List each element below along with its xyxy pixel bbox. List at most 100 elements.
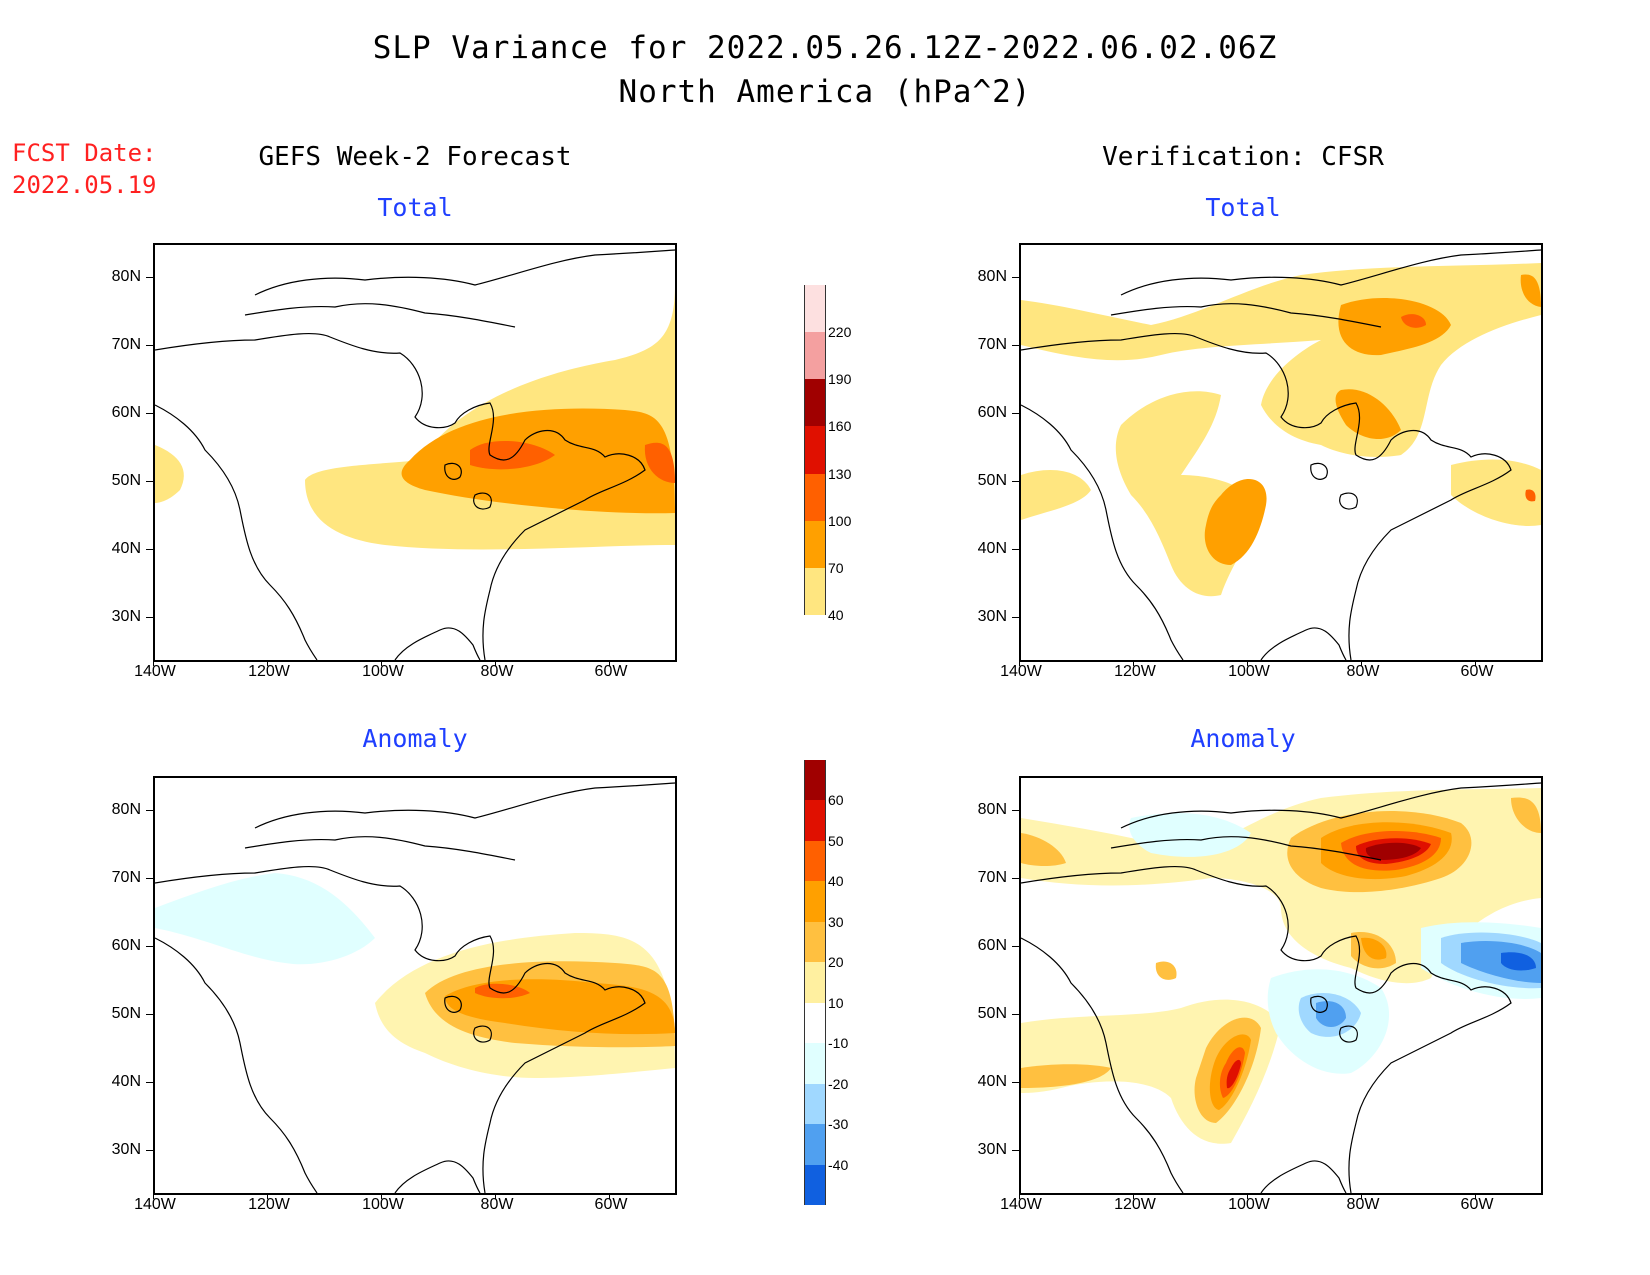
colorbar-swatch [804, 379, 826, 427]
lon-tick [609, 1193, 610, 1199]
colorbar-swatch [804, 332, 826, 380]
anomaly-neg-40-east [1501, 952, 1536, 971]
panel-title-verification-total: Total [1205, 193, 1281, 222]
colorbar-level: 100 [828, 512, 852, 529]
lat-tick [146, 878, 153, 879]
panel-title-forecast-anomaly: Anomaly [362, 724, 468, 753]
lon-label-verification-total: 100W [1228, 663, 1270, 680]
colorbar-level: 10 [828, 994, 844, 1011]
lat-tick [1012, 1082, 1019, 1083]
lon-label-verification-total: 80W [1346, 663, 1380, 680]
verification-total-field [1021, 249, 1541, 660]
colorbar-level: 30 [828, 913, 844, 930]
lon-label-verification-anomaly: 120W [1114, 1196, 1156, 1213]
variance-100-130 [1401, 314, 1426, 328]
lat-tick [146, 345, 153, 346]
lat-tick [1012, 946, 1019, 947]
lon-label-forecast-total: 120W [248, 663, 290, 680]
column-title-verification: Verification: CFSR [1102, 142, 1384, 172]
shaded-field [1021, 788, 1541, 1144]
colorbar-level: 190 [828, 371, 852, 388]
anomaly-20-30-w2 [1155, 961, 1177, 980]
anomaly-50-60-south [1226, 1059, 1241, 1089]
lon-tick [267, 660, 268, 666]
lon-label-verification-anomaly: 60W [1460, 1196, 1494, 1213]
lat-tick [1012, 413, 1019, 414]
lon-label-verification-anomaly: 80W [1346, 1196, 1380, 1213]
lat-label-verification-total: 60N [977, 404, 1007, 421]
variance-70-100-east [1520, 274, 1541, 307]
anomaly-neg-10-20 [1129, 813, 1251, 857]
lat-tick [1012, 617, 1019, 618]
lon-tick [153, 1193, 154, 1199]
colorbar-swatch [804, 881, 826, 922]
lat-label-verification-total: 40N [977, 540, 1007, 557]
colorbar-swatch [804, 285, 826, 333]
lon-label-forecast-total: 80W [480, 663, 514, 680]
colorbar-level: -30 [828, 1116, 849, 1133]
forecast-total-field [155, 249, 675, 660]
anomaly-20-30-ne [1511, 797, 1541, 833]
colorbar-swatch [804, 1043, 826, 1084]
lat-label-forecast-total: 80N [111, 268, 141, 285]
variance-40-70-west [155, 445, 184, 503]
lon-label-verification-anomaly: 100W [1228, 1196, 1270, 1213]
colorbar-swatch [804, 520, 826, 568]
main-subtitle: North America (hPa^2) [618, 74, 1032, 110]
lat-tick [146, 617, 153, 618]
lon-tick [609, 660, 610, 666]
map-forecast-anomaly [153, 776, 677, 1195]
variance-70-100-north [1338, 297, 1451, 356]
lat-tick [1012, 277, 1019, 278]
colorbar-swatch [804, 962, 826, 1003]
variance-70-100-mid [1335, 389, 1401, 440]
lat-label-verification-anomaly: 70N [977, 869, 1007, 886]
lat-tick [146, 946, 153, 947]
lat-tick [146, 277, 153, 278]
colorbar-level: -10 [828, 1035, 849, 1052]
lon-label-forecast-total: 140W [134, 663, 176, 680]
lat-tick [1012, 549, 1019, 550]
colorbar-level: -40 [828, 1156, 849, 1173]
variance-40-70-north [1021, 263, 1541, 457]
lon-label-verification-anomaly: 140W [1000, 1196, 1042, 1213]
variance-100-130 [470, 440, 555, 470]
lat-tick [146, 549, 153, 550]
shaded-field [1021, 263, 1541, 597]
column-title-forecast: GEFS Week-2 Forecast [258, 142, 572, 172]
anomaly-neg-30-40-mid [1316, 1001, 1346, 1027]
lat-label-verification-anomaly: 40N [977, 1073, 1007, 1090]
lat-label-forecast-total: 40N [111, 540, 141, 557]
map-verification-anomaly [1019, 776, 1543, 1195]
lon-tick [1475, 1193, 1476, 1199]
colorbar-swatch [804, 426, 826, 474]
lon-tick [1019, 1193, 1020, 1199]
colorbar-level: 70 [828, 559, 844, 576]
lon-tick [1133, 660, 1134, 666]
variance-40-70-west [1021, 470, 1091, 520]
lat-label-verification-anomaly: 50N [977, 1005, 1007, 1022]
lat-label-verification-anomaly: 30N [977, 1141, 1007, 1158]
panel-title-forecast-total: Total [377, 193, 453, 222]
colorbar-swatch [804, 760, 826, 801]
lat-tick [146, 1150, 153, 1151]
lat-label-forecast-anomaly: 30N [111, 1141, 141, 1158]
anomaly-30-40-mid [1361, 937, 1387, 960]
lat-label-forecast-anomaly: 50N [111, 1005, 141, 1022]
lon-tick [1361, 660, 1362, 666]
lat-label-verification-total: 50N [977, 472, 1007, 489]
coastline-outline [1021, 782, 1541, 1193]
lat-label-forecast-total: 60N [111, 404, 141, 421]
map-forecast-total [153, 243, 677, 662]
lon-label-forecast-anomaly: 140W [134, 1196, 176, 1213]
colorbar-level: 220 [828, 324, 852, 341]
lat-tick [1012, 810, 1019, 811]
lat-label-forecast-anomaly: 40N [111, 1073, 141, 1090]
lon-tick [153, 660, 154, 666]
coastline-outline [155, 249, 675, 660]
lon-label-verification-total: 140W [1000, 663, 1042, 680]
colorbar-level: 50 [828, 832, 844, 849]
lat-tick [1012, 345, 1019, 346]
colorbar-swatch [804, 567, 826, 615]
colorbar-level: 20 [828, 954, 844, 971]
